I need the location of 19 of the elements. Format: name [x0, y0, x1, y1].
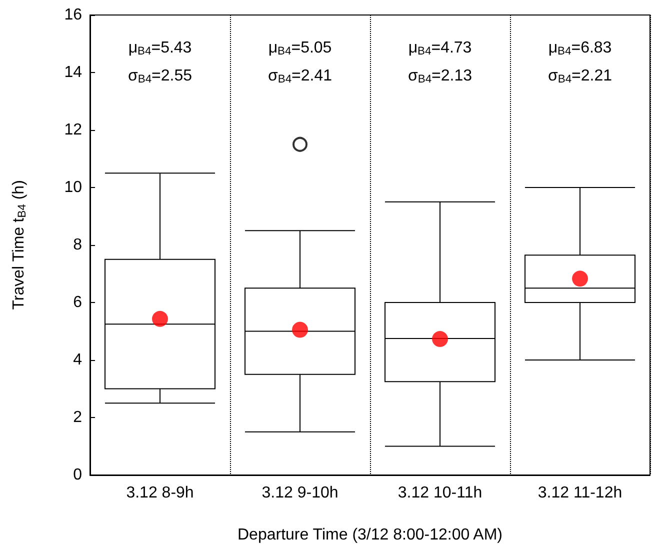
y-tick-label: 16 [64, 6, 82, 24]
point [432, 331, 448, 348]
y-tick-label: 10 [64, 179, 82, 196]
point [152, 310, 168, 327]
y-tick-label: 12 [64, 122, 82, 138]
y-tick-label: 14 [64, 64, 82, 81]
x-tick-label: 3.12 8-9h [126, 484, 194, 502]
y-tick-label: 2 [73, 409, 82, 426]
x-tick-label: 3.12 10-11h [398, 484, 482, 502]
y-tick-label: 0 [73, 466, 82, 484]
y-tick-label: 4 [73, 352, 82, 368]
y-tick-label: 6 [73, 294, 82, 311]
point [572, 270, 588, 287]
y-axis-title: Travel Time tB4 (h) [10, 180, 28, 310]
x-axis-title: Departure Time (3/12 8:00-12:00 AM) [237, 526, 503, 544]
point [292, 322, 308, 338]
x-tick-label: 3.12 11-12h [538, 484, 622, 502]
y-tick-label: 8 [73, 236, 82, 254]
x-tick-label: 3.12 9-10h [262, 484, 338, 502]
